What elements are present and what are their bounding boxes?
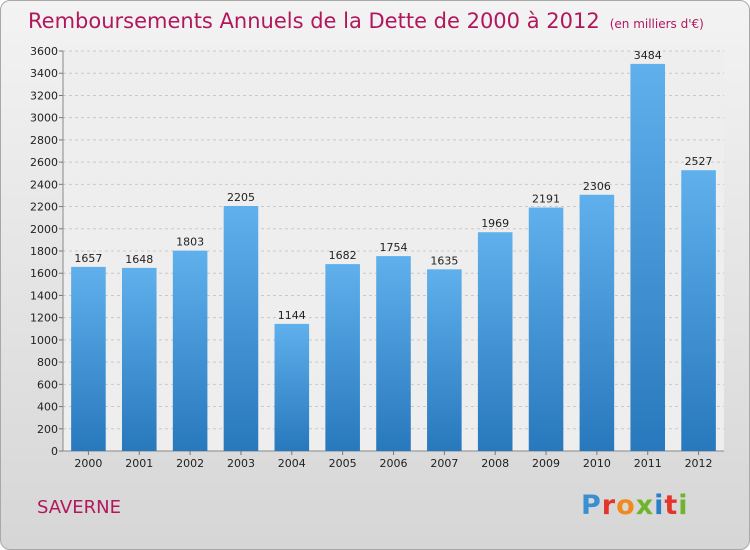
city-name: SAVERNE xyxy=(37,497,121,518)
data-label: 2527 xyxy=(685,155,713,168)
bar-2010[interactable] xyxy=(579,194,615,451)
x-tick-label: 2000 xyxy=(74,457,102,470)
data-label: 2306 xyxy=(583,180,611,193)
bar-2004[interactable] xyxy=(274,323,310,451)
bar-2002[interactable] xyxy=(172,250,208,451)
x-tick-label: 2011 xyxy=(634,457,662,470)
y-tick-label: 400 xyxy=(37,401,58,414)
data-label: 1803 xyxy=(176,236,204,249)
chart-title-text: Remboursements Annuels de la Dette de 20… xyxy=(28,9,600,33)
y-tick-label: 3600 xyxy=(30,45,58,58)
y-tick-label: 800 xyxy=(37,356,58,369)
bar-2009[interactable] xyxy=(528,207,564,451)
y-tick-label: 2200 xyxy=(30,201,58,214)
chart-title: Remboursements Annuels de la Dette de 20… xyxy=(28,9,704,33)
logo-letter: x xyxy=(635,490,655,521)
y-tick-label: 2600 xyxy=(30,156,58,169)
x-tick-label: 2007 xyxy=(430,457,458,470)
data-label: 1682 xyxy=(329,249,357,262)
y-tick-label: 3200 xyxy=(30,89,58,102)
logo-letter: o xyxy=(616,490,636,521)
x-tick-label: 2008 xyxy=(481,457,509,470)
x-tick-label: 2010 xyxy=(583,457,611,470)
y-tick-label: 0 xyxy=(51,445,58,458)
x-tick-label: 2012 xyxy=(685,457,713,470)
logo-letter: r xyxy=(601,490,617,521)
y-tick-label: 600 xyxy=(37,378,58,391)
bar-2001[interactable] xyxy=(121,267,157,451)
bar-2005[interactable] xyxy=(325,264,360,451)
data-label: 2205 xyxy=(227,191,255,204)
x-tick-label: 2001 xyxy=(125,457,153,470)
y-tick-label: 1600 xyxy=(30,267,58,280)
proxiti-logo[interactable]: Proxiti xyxy=(581,490,689,521)
x-tick-label: 2003 xyxy=(227,457,255,470)
data-label: 3484 xyxy=(634,49,662,62)
y-tick-label: 2400 xyxy=(30,178,58,191)
bar-2006[interactable] xyxy=(376,256,411,451)
logo-letter: i xyxy=(678,490,689,521)
logo-letter: t xyxy=(664,490,679,521)
x-tick-label: 2005 xyxy=(329,457,357,470)
bar-2012[interactable] xyxy=(681,170,716,451)
data-label: 1754 xyxy=(380,241,408,254)
data-label: 1969 xyxy=(481,217,509,230)
data-label: 1657 xyxy=(74,252,102,265)
logo-letter: P xyxy=(581,490,602,521)
y-tick-label: 1800 xyxy=(30,245,58,258)
bar-2008[interactable] xyxy=(477,232,513,451)
chart-subtitle: (en milliers d'€) xyxy=(609,17,704,31)
data-label: 2191 xyxy=(532,193,560,206)
x-tick-label: 2004 xyxy=(278,457,306,470)
bar-2000[interactable] xyxy=(71,266,106,451)
x-tick-label: 2006 xyxy=(380,457,408,470)
logo-letter: i xyxy=(654,490,665,521)
x-tick-label: 2009 xyxy=(532,457,560,470)
y-tick-label: 2800 xyxy=(30,134,58,147)
y-tick-label: 3400 xyxy=(30,67,58,80)
bar-2011[interactable] xyxy=(630,63,666,452)
y-tick-label: 1000 xyxy=(30,334,58,347)
y-tick-label: 3000 xyxy=(30,112,58,125)
y-tick-label: 2000 xyxy=(30,223,58,236)
data-label: 1144 xyxy=(278,309,306,322)
y-tick-label: 1200 xyxy=(30,312,58,325)
bar-2007[interactable] xyxy=(427,269,462,451)
x-tick-label: 2002 xyxy=(176,457,204,470)
bar-2003[interactable] xyxy=(223,206,259,451)
y-tick-label: 1400 xyxy=(30,289,58,302)
data-label: 1635 xyxy=(430,254,458,267)
y-tick-label: 200 xyxy=(37,423,58,436)
data-label: 1648 xyxy=(125,253,153,266)
